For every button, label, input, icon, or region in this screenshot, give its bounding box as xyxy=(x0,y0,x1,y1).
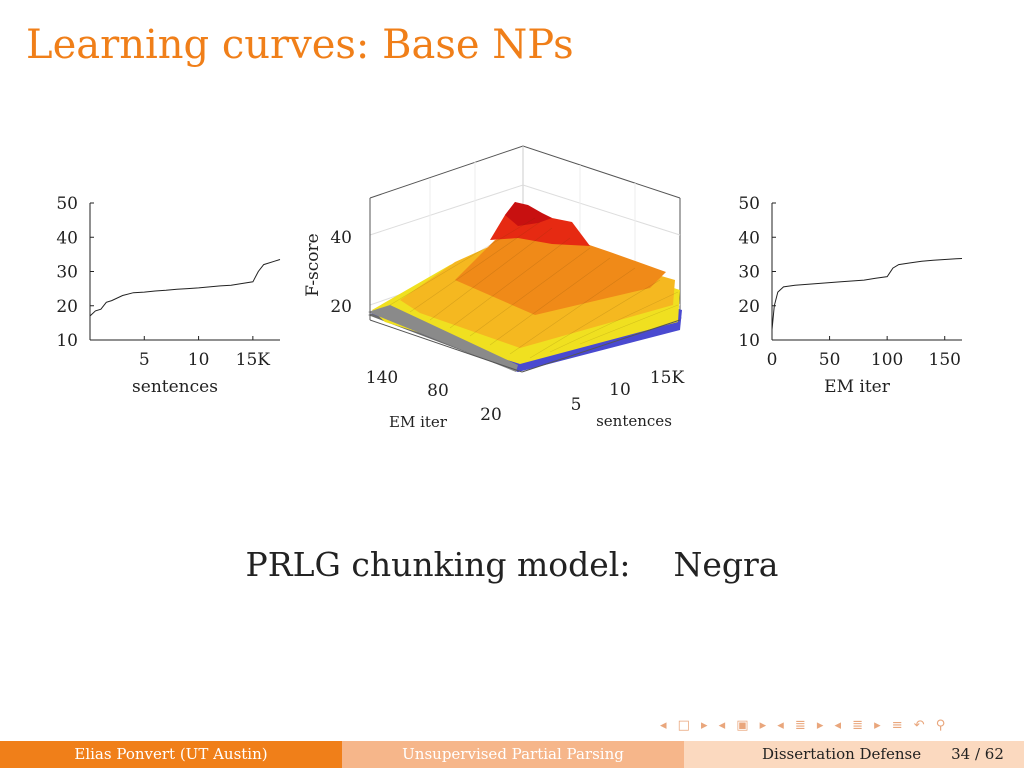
x-tick-label: 150 xyxy=(929,350,961,370)
subsection-prev-icon[interactable]: ◂ xyxy=(718,718,726,733)
em-axis-label: EM iter xyxy=(389,413,448,431)
caption-corpus: Negra xyxy=(673,545,779,584)
section-icon[interactable]: ≣ xyxy=(794,718,806,733)
z-tick-label: 20 xyxy=(330,297,352,317)
search-icon[interactable]: ⚲ xyxy=(935,718,946,733)
surface-mesh xyxy=(368,202,682,372)
footer-page: 34 / 62 xyxy=(951,745,1004,763)
caption-model: PRLG chunking model: xyxy=(245,545,631,584)
x-tick-label: 5 xyxy=(139,350,150,370)
footer-event: Dissertation Defense xyxy=(762,745,922,763)
y-tick-label: 50 xyxy=(738,194,760,214)
frame-prev-icon[interactable]: ◂ xyxy=(660,718,667,733)
x-axis-label: sentences xyxy=(132,377,218,397)
x-tick-label: 100 xyxy=(871,350,903,370)
right-chart: 10 20 30 40 50 0 50 100 150 EM iter xyxy=(738,194,963,397)
series-line xyxy=(89,259,281,317)
section-prev-icon[interactable]: ◂ xyxy=(777,718,784,733)
sentence-axis-label: sentences xyxy=(596,412,672,430)
y-tick-label: 10 xyxy=(738,331,760,351)
part-prev-icon[interactable]: ◂ xyxy=(834,718,842,733)
sentence-tick-label: 5 xyxy=(571,395,582,415)
subsection-icon[interactable]: ▣ xyxy=(736,718,749,733)
footer-bar: Elias Ponvert (UT Austin) Unsupervised P… xyxy=(0,741,1024,768)
sentence-tick-label: 10 xyxy=(609,380,631,400)
x-tick-label: 50 xyxy=(819,350,841,370)
y-tick-label: 40 xyxy=(738,228,760,248)
em-tick-label: 140 xyxy=(366,368,398,388)
slide-title: Learning curves: Base NPs xyxy=(26,22,574,68)
y-tick-label: 30 xyxy=(738,263,760,283)
undo-icon[interactable]: ↶ xyxy=(913,718,925,733)
center-surface-chart: 20 40 F-score 140 80 20 EM iter 5 10 15K sentences xyxy=(303,145,685,431)
series-line xyxy=(771,258,963,330)
surface-box-front xyxy=(369,198,681,373)
z-axis-label: F-score xyxy=(303,233,323,296)
x-tick-label: 15K xyxy=(236,350,271,370)
x-tick-label: 10 xyxy=(188,350,210,370)
frame-next-icon[interactable]: ▸ xyxy=(701,718,708,733)
y-tick-label: 40 xyxy=(56,228,78,248)
part-next-icon[interactable]: ▸ xyxy=(874,718,881,733)
y-tick-label: 10 xyxy=(56,331,78,351)
x-tick-label: 0 xyxy=(767,350,778,370)
frame-icon[interactable]: □ xyxy=(677,718,690,733)
part-icon[interactable]: ≣ xyxy=(852,718,864,733)
footer-author: Elias Ponvert (UT Austin) xyxy=(0,741,342,768)
surface-mesh-lines xyxy=(389,217,679,359)
left-chart: 10 20 30 40 50 5 10 15K sentences xyxy=(56,194,281,397)
subsection-next-icon[interactable]: ▸ xyxy=(759,718,767,733)
footer-talk: Unsupervised Partial Parsing xyxy=(342,741,684,768)
z-tick-label: 40 xyxy=(330,228,352,248)
y-tick-label: 20 xyxy=(738,297,760,317)
em-tick-label: 20 xyxy=(480,405,502,425)
x-axis-label: EM iter xyxy=(824,377,891,397)
section-next-icon[interactable]: ▸ xyxy=(816,718,824,733)
slide-caption: PRLG chunking model: Negra xyxy=(0,545,1024,584)
y-tick-label: 50 xyxy=(56,194,78,214)
y-tick-label: 20 xyxy=(56,297,78,317)
align-icon[interactable]: ≡ xyxy=(891,718,903,733)
sentence-tick-label: 15K xyxy=(650,368,685,388)
y-tick-label: 30 xyxy=(56,263,78,283)
beamer-navigation: ◂ □ ▸ ◂ ▣ ▸ ◂ ≣ ▸ ◂ ≣ ▸ ≡ ↶ ⚲ xyxy=(660,714,1020,734)
right-plot-area: 10 20 30 40 50 0 50 100 150 EM iter xyxy=(738,194,963,397)
em-tick-label: 80 xyxy=(427,381,449,401)
left-plot-area: 10 20 30 40 50 5 10 15K sentences xyxy=(56,194,281,397)
footer-event-page: Dissertation Defense 34 / 62 xyxy=(684,741,1024,768)
